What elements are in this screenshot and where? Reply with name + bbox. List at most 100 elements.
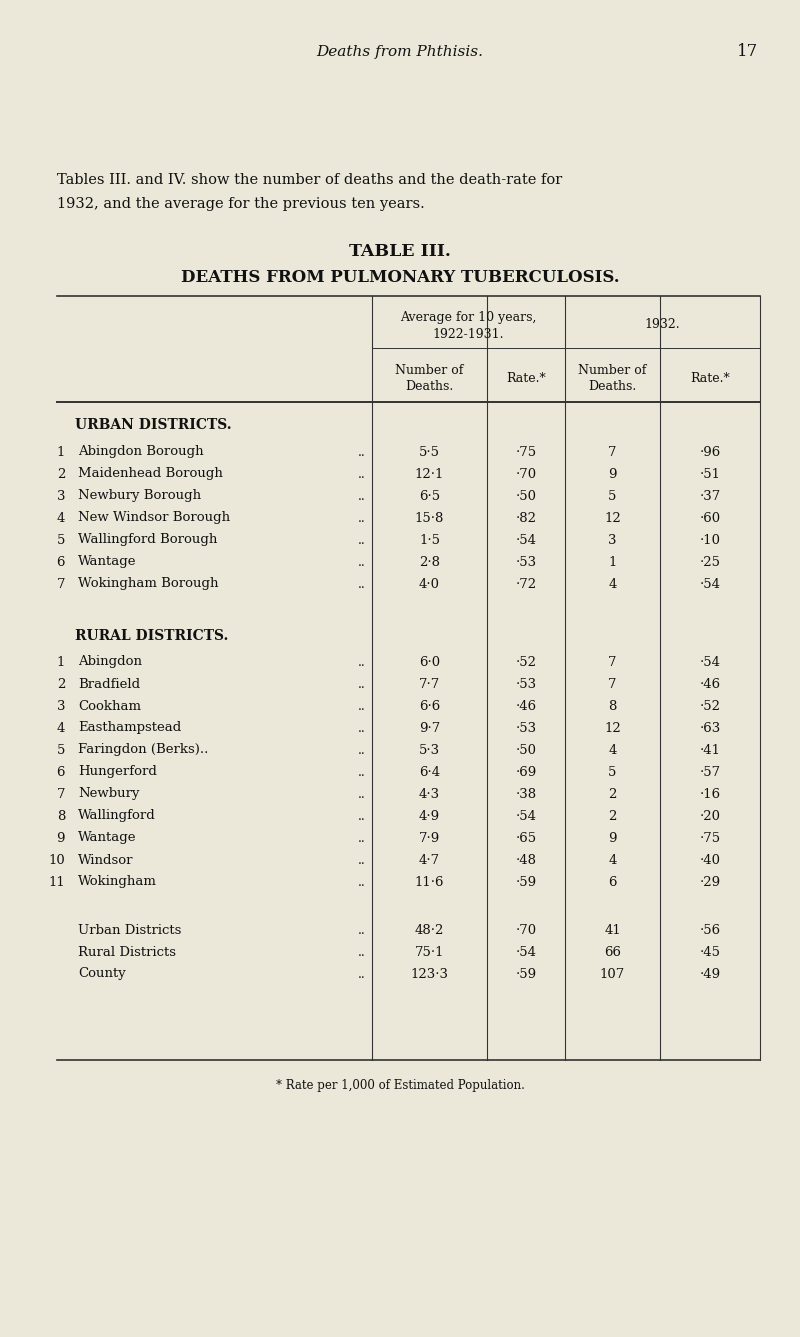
Text: 11: 11: [48, 876, 65, 889]
Text: 1932, and the average for the previous ten years.: 1932, and the average for the previous t…: [57, 197, 425, 211]
Text: Hungerford: Hungerford: [78, 766, 157, 778]
Text: ·65: ·65: [515, 832, 537, 845]
Text: Tables III. and IV. show the number of deaths and the death-rate for: Tables III. and IV. show the number of d…: [57, 172, 562, 187]
Text: 107: 107: [600, 968, 625, 980]
Text: New Windsor Borough: New Windsor Borough: [78, 512, 230, 524]
Text: 10: 10: [48, 853, 65, 866]
Text: ·60: ·60: [699, 512, 721, 524]
Text: 6·4: 6·4: [419, 766, 440, 778]
Text: 4·7: 4·7: [419, 853, 440, 866]
Text: Newbury Borough: Newbury Borough: [78, 489, 201, 503]
Text: 4: 4: [57, 512, 65, 524]
Text: ..: ..: [358, 578, 366, 591]
Text: Deaths.: Deaths.: [588, 380, 637, 393]
Text: ·70: ·70: [515, 924, 537, 936]
Text: ·38: ·38: [515, 787, 537, 801]
Text: ..: ..: [358, 809, 366, 822]
Text: 41: 41: [604, 924, 621, 936]
Text: 2: 2: [608, 809, 617, 822]
Text: ..: ..: [358, 787, 366, 801]
Text: 6·6: 6·6: [419, 699, 440, 713]
Text: ·48: ·48: [515, 853, 537, 866]
Text: 8: 8: [57, 809, 65, 822]
Text: 3: 3: [57, 699, 65, 713]
Text: 12: 12: [604, 512, 621, 524]
Text: ..: ..: [358, 722, 366, 734]
Text: 6·0: 6·0: [419, 655, 440, 668]
Text: 75·1: 75·1: [414, 945, 444, 959]
Text: 9: 9: [608, 468, 617, 480]
Text: 9: 9: [608, 832, 617, 845]
Text: ·96: ·96: [699, 445, 721, 459]
Text: ·53: ·53: [515, 678, 537, 690]
Text: ·53: ·53: [515, 722, 537, 734]
Text: ·54: ·54: [699, 655, 721, 668]
Text: 1: 1: [57, 655, 65, 668]
Text: ..: ..: [358, 699, 366, 713]
Text: * Rate per 1,000 of Estimated Population.: * Rate per 1,000 of Estimated Population…: [275, 1079, 525, 1091]
Text: 5·3: 5·3: [419, 743, 440, 757]
Text: ..: ..: [358, 555, 366, 568]
Text: Wokingham: Wokingham: [78, 876, 157, 889]
Text: ·59: ·59: [515, 968, 537, 980]
Text: URBAN DISTRICTS.: URBAN DISTRICTS.: [75, 418, 232, 432]
Text: 3: 3: [608, 533, 617, 547]
Text: ·41: ·41: [699, 743, 721, 757]
Text: 17: 17: [738, 44, 758, 60]
Text: ·53: ·53: [515, 555, 537, 568]
Text: 3: 3: [57, 489, 65, 503]
Text: RURAL DISTRICTS.: RURAL DISTRICTS.: [75, 628, 228, 643]
Text: 2·8: 2·8: [419, 555, 440, 568]
Text: Rate.*: Rate.*: [690, 372, 730, 385]
Text: 9: 9: [57, 832, 65, 845]
Text: Easthampstead: Easthampstead: [78, 722, 182, 734]
Text: ..: ..: [358, 655, 366, 668]
Text: 7: 7: [57, 578, 65, 591]
Text: 1: 1: [57, 445, 65, 459]
Text: 12: 12: [604, 722, 621, 734]
Text: ·52: ·52: [515, 655, 537, 668]
Text: 7: 7: [608, 678, 617, 690]
Text: 6: 6: [57, 766, 65, 778]
Text: ·50: ·50: [515, 743, 537, 757]
Text: ·29: ·29: [699, 876, 721, 889]
Text: Deaths.: Deaths.: [406, 380, 454, 393]
Text: Wantage: Wantage: [78, 832, 137, 845]
Text: ·52: ·52: [699, 699, 721, 713]
Text: ..: ..: [358, 512, 366, 524]
Text: 5: 5: [57, 743, 65, 757]
Text: ..: ..: [358, 853, 366, 866]
Text: Urban Districts: Urban Districts: [78, 924, 182, 936]
Text: Bradfield: Bradfield: [78, 678, 140, 690]
Text: 7·7: 7·7: [419, 678, 440, 690]
Text: ·59: ·59: [515, 876, 537, 889]
Text: ·54: ·54: [515, 809, 537, 822]
Text: ..: ..: [358, 945, 366, 959]
Text: ·16: ·16: [699, 787, 721, 801]
Text: Wokingham Borough: Wokingham Borough: [78, 578, 218, 591]
Text: ..: ..: [358, 968, 366, 980]
Text: ·46: ·46: [699, 678, 721, 690]
Text: Abingdon Borough: Abingdon Borough: [78, 445, 204, 459]
Text: 4: 4: [608, 578, 617, 591]
Text: Rate.*: Rate.*: [506, 372, 546, 385]
Text: 12·1: 12·1: [415, 468, 444, 480]
Text: Rural Districts: Rural Districts: [78, 945, 176, 959]
Text: 48·2: 48·2: [415, 924, 444, 936]
Text: ·82: ·82: [515, 512, 537, 524]
Text: 4: 4: [57, 722, 65, 734]
Text: ·56: ·56: [699, 924, 721, 936]
Text: ..: ..: [358, 766, 366, 778]
Text: ·50: ·50: [515, 489, 537, 503]
Text: 2: 2: [608, 787, 617, 801]
Text: 7: 7: [608, 445, 617, 459]
Text: Cookham: Cookham: [78, 699, 141, 713]
Text: Wantage: Wantage: [78, 555, 137, 568]
Text: ·54: ·54: [515, 533, 537, 547]
Text: 1: 1: [608, 555, 617, 568]
Text: 66: 66: [604, 945, 621, 959]
Text: Number of: Number of: [395, 364, 464, 377]
Text: ·54: ·54: [515, 945, 537, 959]
Text: ..: ..: [358, 468, 366, 480]
Text: ·46: ·46: [515, 699, 537, 713]
